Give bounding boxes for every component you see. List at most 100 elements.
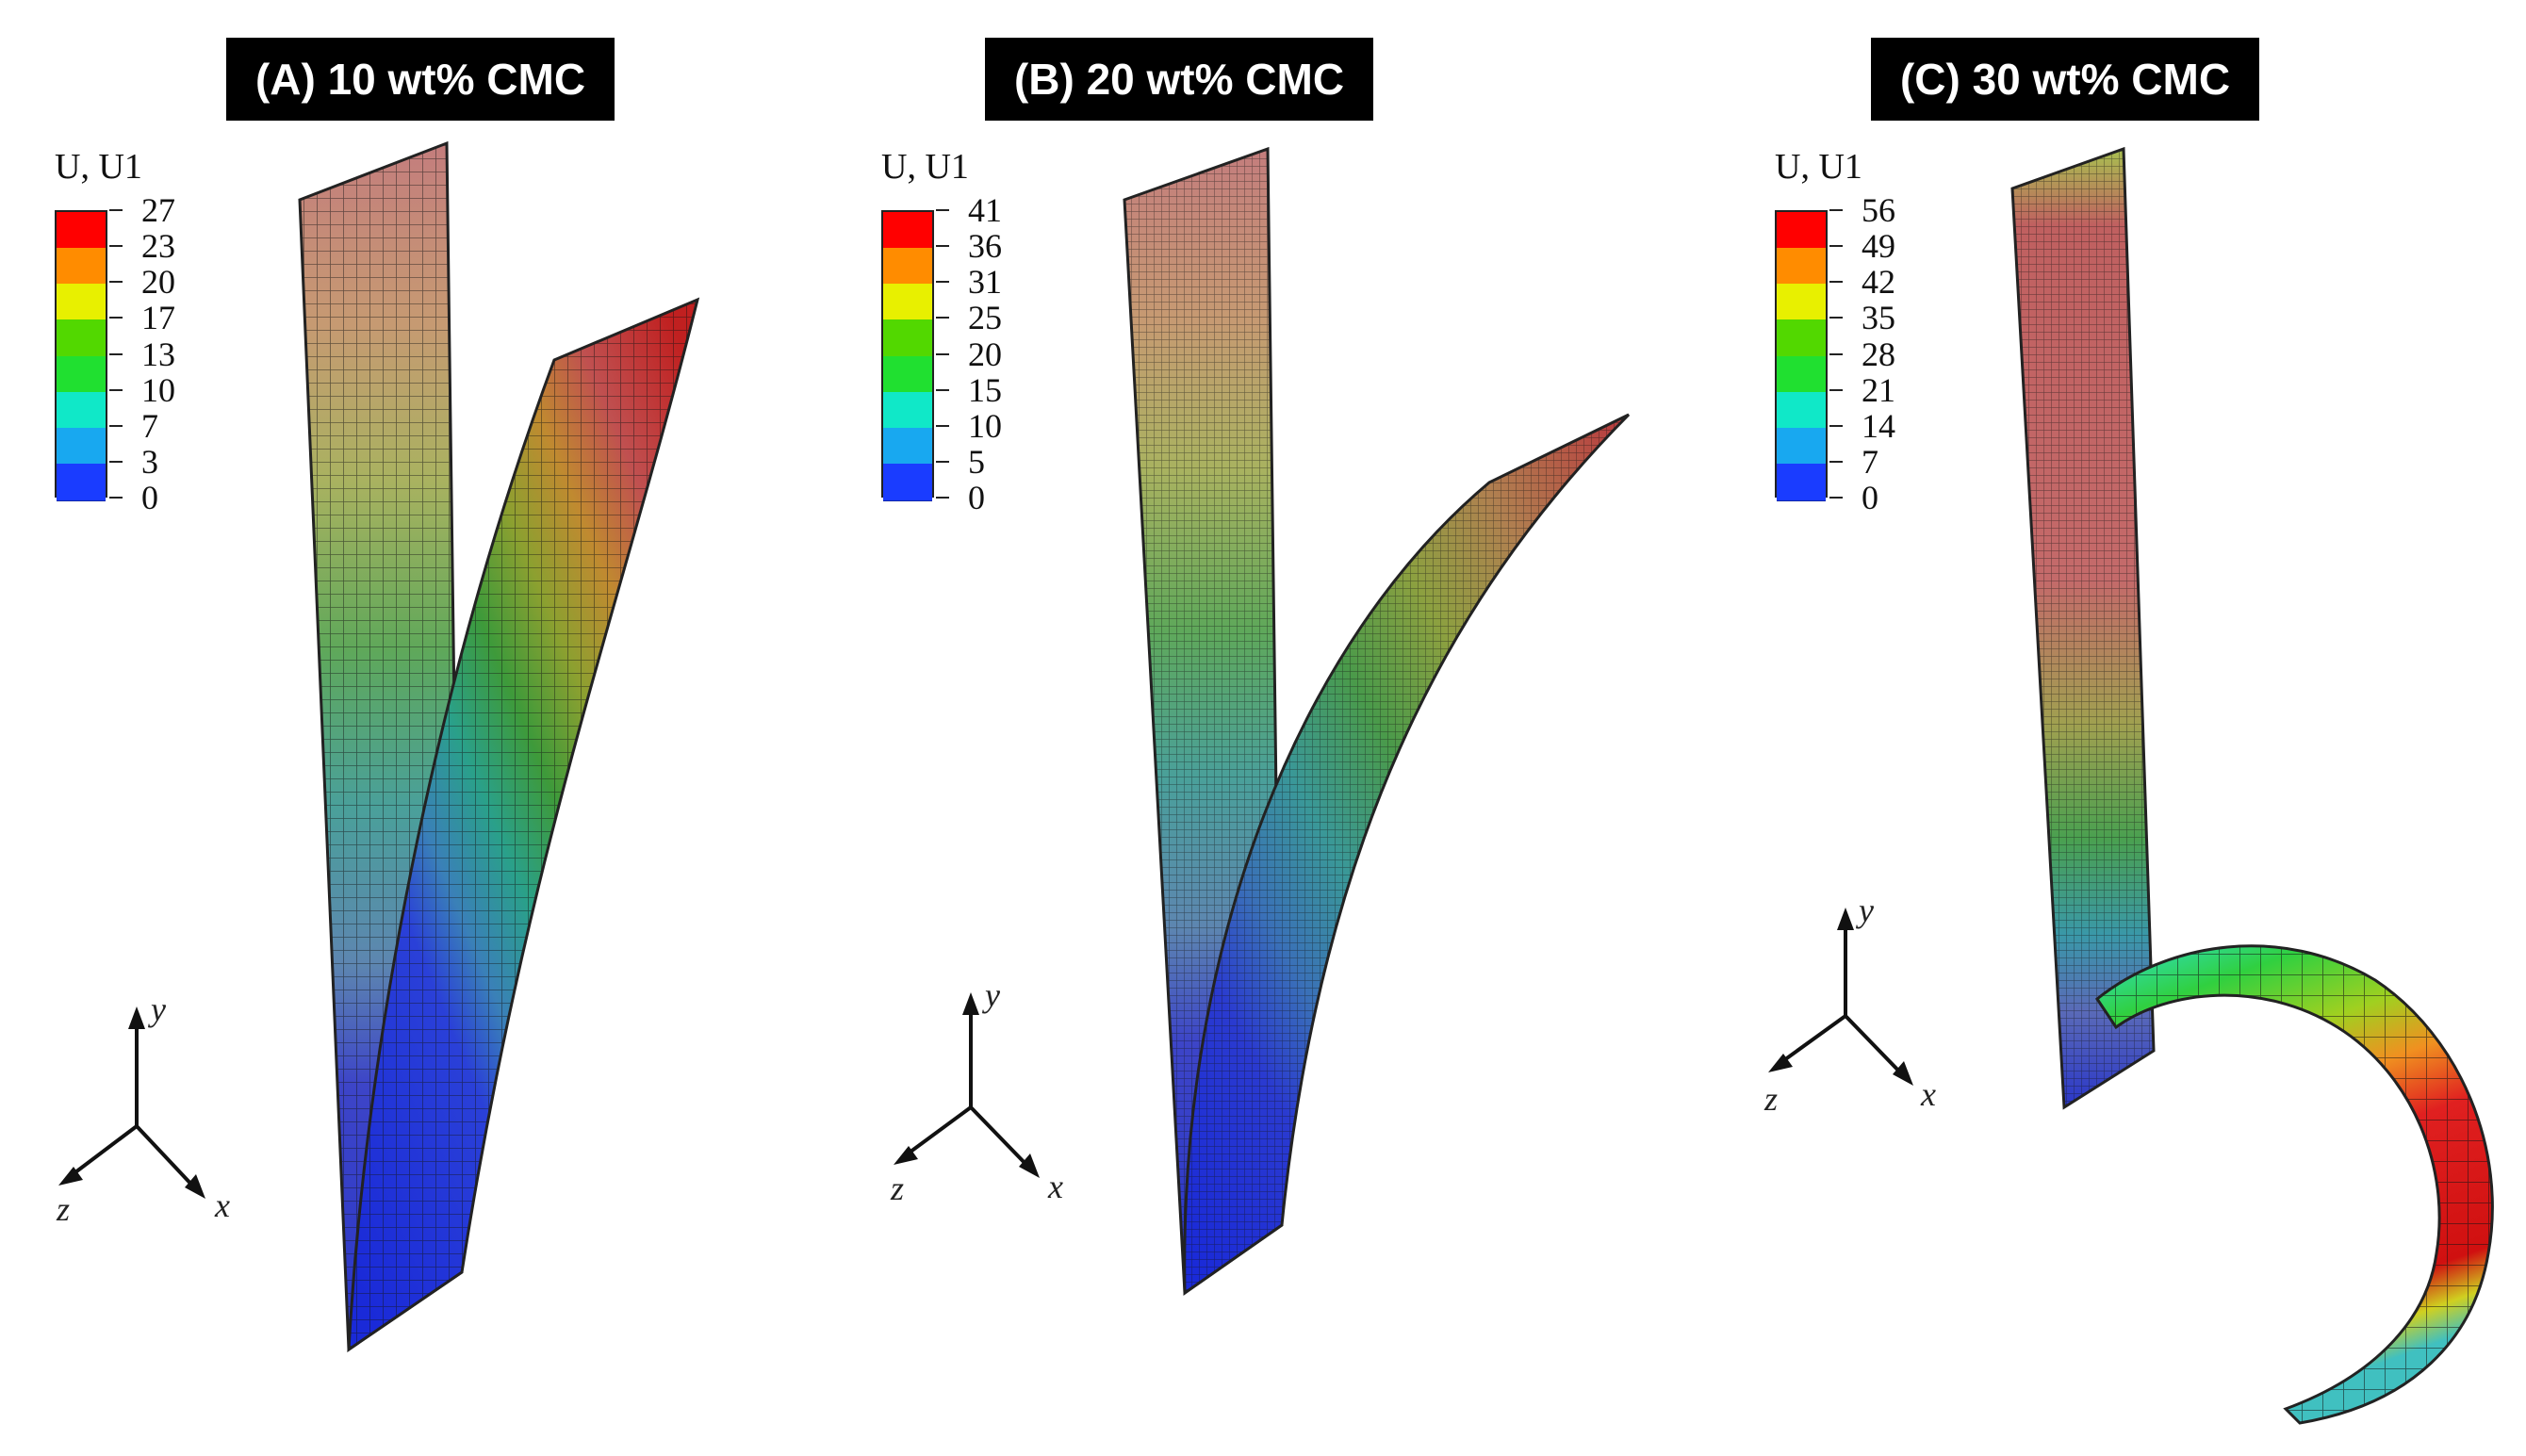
legend-tick-label: 7 — [1862, 442, 1878, 481]
legend-tick-mark — [109, 424, 123, 427]
colorbar-swatch — [57, 355, 106, 394]
colorbar-swatch — [883, 391, 932, 430]
colorbar-swatch — [1777, 248, 1826, 286]
colorbar-swatch — [1777, 284, 1826, 321]
legend-tick-mark — [936, 497, 949, 499]
panel-b-z-label: z — [891, 1170, 905, 1207]
colorbar-swatch — [1777, 391, 1826, 430]
colorbar — [881, 210, 934, 501]
colorbar-swatch — [883, 284, 932, 321]
legend-tick-mark — [1829, 388, 1843, 391]
legend-tick-label: 35 — [1862, 299, 1895, 337]
legend-tick-label: 42 — [1862, 263, 1895, 302]
legend-tick-label: 10 — [141, 370, 175, 409]
legend-tick-mark — [109, 497, 123, 499]
panel-c-undeformed-strip — [2010, 146, 2156, 1110]
legend-tick-label: 15 — [968, 370, 1002, 409]
legend-tick-mark — [936, 388, 949, 391]
legend-tick-mark — [1829, 209, 1843, 211]
colorbar-swatch — [57, 427, 106, 466]
legend-tick-label: 20 — [968, 335, 1002, 373]
legend-tick-label: 0 — [968, 479, 985, 516]
legend-tick-label: 3 — [141, 442, 158, 481]
legend-tick-label: 25 — [968, 299, 1002, 337]
colorbar-swatch — [1777, 212, 1826, 250]
panel-c-y-label: y — [1859, 892, 1874, 929]
colorbar-swatch — [57, 284, 106, 321]
legend-tick-label: 7 — [141, 406, 158, 445]
legend-tick-mark — [109, 317, 123, 319]
legend-tick-label: 27 — [141, 191, 175, 229]
legend-tick-label: 36 — [968, 227, 1002, 266]
panel-c-deformed-loop — [2094, 944, 2494, 1425]
colorbar-swatch — [57, 248, 106, 286]
colorbar-swatch — [883, 355, 932, 394]
colorbar-swatch — [1777, 463, 1826, 501]
panel-c-legend: U, U1 56 49 42 35 28 21 14 7 0 — [1775, 146, 1963, 515]
legend-tick-mark — [109, 281, 123, 284]
legend-tick-mark — [936, 209, 949, 211]
legend-tick-label: 0 — [141, 479, 158, 516]
colorbar-swatch — [883, 427, 932, 466]
panel-a-x-label: x — [215, 1186, 230, 1224]
colorbar-swatch — [57, 463, 106, 501]
colorbar-swatch — [1777, 319, 1826, 357]
panel-a-legend: U, U1 27 23 20 17 13 10 7 3 0 — [55, 146, 243, 515]
legend-tick-mark — [936, 460, 949, 463]
legend-tick-label: 13 — [141, 335, 175, 373]
legend-tick-mark — [109, 209, 123, 211]
legend-tick-mark — [1829, 317, 1843, 319]
panel-a-title: (A) 10 wt% CMC — [226, 38, 615, 121]
legend-tick-label: 17 — [141, 299, 175, 337]
colorbar-swatch — [883, 319, 932, 357]
colorbar — [1775, 210, 1828, 501]
legend-tick-mark — [936, 281, 949, 284]
legend-tick-mark — [936, 352, 949, 355]
legend-tick-label: 41 — [968, 191, 1002, 229]
legend-tick-label: 49 — [1862, 227, 1895, 266]
legend-tick-label: 23 — [141, 227, 175, 266]
colorbar-swatch — [1777, 355, 1826, 394]
legend-tick-label: 10 — [968, 406, 1002, 445]
legend-title: U, U1 — [881, 147, 969, 187]
colorbar-swatch — [883, 212, 932, 250]
legend-tick-mark — [109, 388, 123, 391]
colorbar-swatch — [57, 319, 106, 357]
colorbar-swatch — [883, 463, 932, 501]
legend-tick-mark — [109, 460, 123, 463]
panel-c-title: (C) 30 wt% CMC — [1871, 38, 2259, 121]
legend-tick-mark — [1829, 424, 1843, 427]
panel-c-x-label: x — [1921, 1075, 1936, 1113]
panel-b-x-label: x — [1048, 1168, 1063, 1205]
panel-c-z-label: z — [1764, 1080, 1779, 1118]
legend-tick-label: 14 — [1862, 406, 1895, 445]
legend-tick-label: 56 — [1862, 191, 1895, 229]
colorbar-swatch — [57, 391, 106, 430]
panel-a-y-label: y — [151, 990, 166, 1028]
legend-tick-label: 0 — [1862, 479, 1878, 516]
panel-b-title: (B) 20 wt% CMC — [985, 38, 1373, 121]
legend-title: U, U1 — [55, 147, 142, 187]
legend-tick-mark — [936, 424, 949, 427]
colorbar-swatch — [1777, 427, 1826, 466]
legend-tick-mark — [109, 352, 123, 355]
panel-b-y-label: y — [985, 976, 1000, 1014]
panel-b-axis-triad — [894, 992, 1040, 1178]
panel-a-axis-triad — [58, 1006, 205, 1199]
legend-tick-label: 28 — [1862, 335, 1895, 373]
colorbar-swatch — [57, 212, 106, 250]
panel-b-deformed-strip — [1183, 413, 1631, 1296]
colorbar — [55, 210, 107, 501]
legend-tick-mark — [1829, 460, 1843, 463]
legend-tick-mark — [1829, 245, 1843, 248]
legend-tick-label: 31 — [968, 263, 1002, 302]
legend-tick-mark — [1829, 281, 1843, 284]
panel-b-legend: U, U1 41 36 31 25 20 15 10 5 0 — [881, 146, 1070, 515]
legend-tick-label: 5 — [968, 442, 985, 481]
colorbar-swatch — [883, 248, 932, 286]
legend-tick-mark — [1829, 497, 1843, 499]
legend-tick-mark — [109, 245, 123, 248]
panel-a-z-label: z — [57, 1190, 71, 1228]
legend-tick-label: 21 — [1862, 370, 1895, 409]
